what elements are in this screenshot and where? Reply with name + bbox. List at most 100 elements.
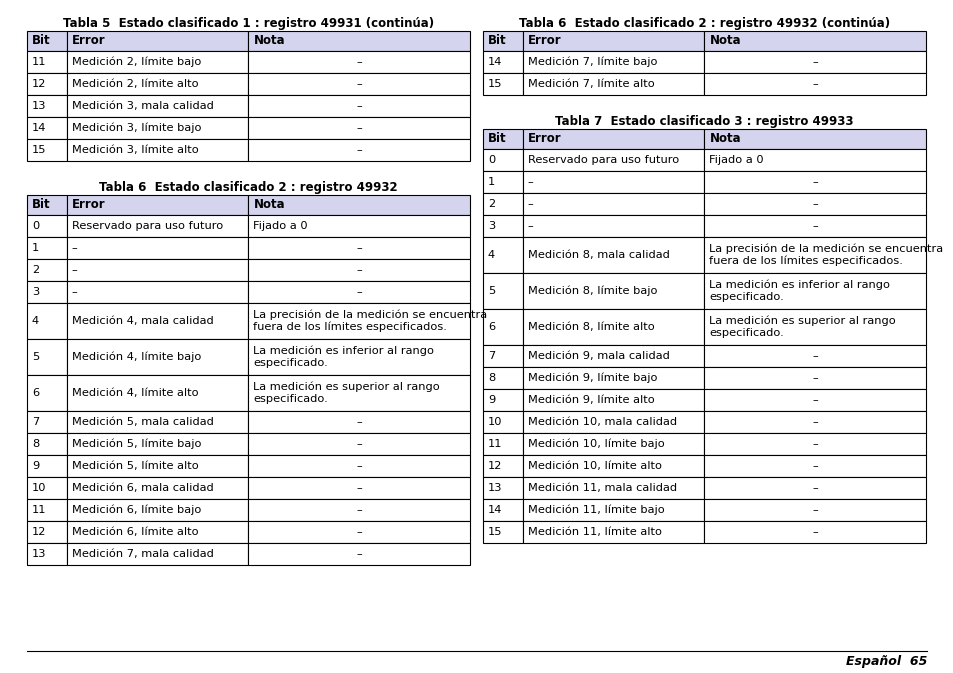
- Text: Bit: Bit: [488, 34, 506, 48]
- Bar: [482, 433, 522, 455]
- Bar: [67, 51, 248, 73]
- Bar: [67, 215, 248, 237]
- Bar: [248, 195, 470, 215]
- Bar: [248, 455, 470, 477]
- Text: Fijado a 0: Fijado a 0: [709, 155, 763, 165]
- Text: Medición 3, límite alto: Medición 3, límite alto: [71, 145, 198, 155]
- Bar: [522, 411, 703, 433]
- Bar: [522, 367, 703, 389]
- Text: La medición es superior al rango: La medición es superior al rango: [709, 315, 895, 326]
- Text: Medición 10, límite bajo: Medición 10, límite bajo: [527, 439, 664, 450]
- Text: –: –: [356, 505, 362, 515]
- Bar: [522, 51, 703, 73]
- Text: La medición es inferior al rango: La medición es inferior al rango: [709, 279, 889, 289]
- Text: –: –: [812, 79, 818, 89]
- Bar: [703, 73, 925, 95]
- Text: –: –: [527, 199, 533, 209]
- Text: Medición 9, límite alto: Medición 9, límite alto: [527, 395, 654, 405]
- Text: Nota: Nota: [253, 34, 285, 48]
- Text: 1: 1: [32, 243, 39, 253]
- Text: 2: 2: [32, 265, 39, 275]
- Bar: [248, 281, 470, 303]
- Bar: [67, 139, 248, 161]
- Bar: [703, 237, 925, 273]
- Text: La medición es superior al rango: La medición es superior al rango: [253, 381, 439, 392]
- Bar: [703, 129, 925, 149]
- Bar: [482, 31, 522, 51]
- Bar: [67, 375, 248, 411]
- Text: 3: 3: [488, 221, 495, 231]
- Text: Reservado para uso futuro: Reservado para uso futuro: [71, 221, 223, 231]
- Bar: [27, 139, 67, 161]
- Bar: [67, 543, 248, 565]
- Bar: [482, 411, 522, 433]
- Bar: [522, 31, 703, 51]
- Text: 13: 13: [488, 483, 502, 493]
- Bar: [522, 215, 703, 237]
- Bar: [482, 389, 522, 411]
- Text: 5: 5: [488, 286, 495, 296]
- Text: –: –: [356, 417, 362, 427]
- Bar: [248, 139, 470, 161]
- Bar: [248, 433, 470, 455]
- Text: 11: 11: [32, 505, 47, 515]
- Bar: [27, 215, 67, 237]
- Text: –: –: [356, 243, 362, 253]
- Bar: [703, 171, 925, 193]
- Bar: [482, 129, 522, 149]
- Text: 5: 5: [32, 352, 39, 362]
- Bar: [522, 477, 703, 499]
- Bar: [67, 477, 248, 499]
- Text: –: –: [812, 351, 818, 361]
- Bar: [248, 499, 470, 521]
- Bar: [27, 117, 67, 139]
- Text: Medición 3, límite bajo: Medición 3, límite bajo: [71, 122, 201, 133]
- Text: Tabla 5  Estado clasificado 1 : registro 49931 (continúa): Tabla 5 Estado clasificado 1 : registro …: [63, 17, 434, 30]
- Text: especificado.: especificado.: [253, 358, 328, 368]
- Bar: [522, 309, 703, 345]
- Text: fuera de los límites especificados.: fuera de los límites especificados.: [709, 256, 902, 267]
- Text: Medición 2, límite alto: Medición 2, límite alto: [71, 79, 198, 89]
- Text: 14: 14: [488, 57, 502, 67]
- Text: Bit: Bit: [32, 34, 51, 48]
- Bar: [703, 455, 925, 477]
- Text: La precisión de la medición se encuentra: La precisión de la medición se encuentra: [253, 309, 487, 320]
- Text: Medición 8, límite bajo: Medición 8, límite bajo: [527, 286, 657, 296]
- Text: –: –: [812, 373, 818, 383]
- Text: 6: 6: [32, 388, 39, 398]
- Bar: [522, 193, 703, 215]
- Bar: [248, 51, 470, 73]
- Bar: [482, 477, 522, 499]
- Bar: [522, 455, 703, 477]
- Text: 15: 15: [488, 79, 502, 89]
- Text: especificado.: especificado.: [253, 394, 328, 404]
- Text: 14: 14: [488, 505, 502, 515]
- Text: –: –: [527, 221, 533, 231]
- Bar: [522, 129, 703, 149]
- Bar: [67, 303, 248, 339]
- Text: 8: 8: [488, 373, 495, 383]
- Bar: [248, 303, 470, 339]
- Bar: [248, 237, 470, 259]
- Text: –: –: [356, 439, 362, 449]
- Text: 11: 11: [32, 57, 47, 67]
- Text: –: –: [356, 79, 362, 89]
- Text: Medición 8, límite alto: Medición 8, límite alto: [527, 322, 654, 332]
- Text: Medición 4, mala calidad: Medición 4, mala calidad: [71, 316, 213, 326]
- Bar: [67, 73, 248, 95]
- Text: 4: 4: [32, 316, 39, 326]
- Text: –: –: [812, 177, 818, 187]
- Text: Medición 5, límite bajo: Medición 5, límite bajo: [71, 439, 201, 450]
- Bar: [703, 411, 925, 433]
- Bar: [703, 273, 925, 309]
- Text: 12: 12: [32, 79, 47, 89]
- Text: –: –: [356, 461, 362, 471]
- Text: Medición 2, límite bajo: Medición 2, límite bajo: [71, 57, 201, 67]
- Text: –: –: [527, 177, 533, 187]
- Bar: [703, 149, 925, 171]
- Bar: [248, 215, 470, 237]
- Bar: [27, 73, 67, 95]
- Bar: [482, 193, 522, 215]
- Text: 8: 8: [32, 439, 39, 449]
- Bar: [482, 237, 522, 273]
